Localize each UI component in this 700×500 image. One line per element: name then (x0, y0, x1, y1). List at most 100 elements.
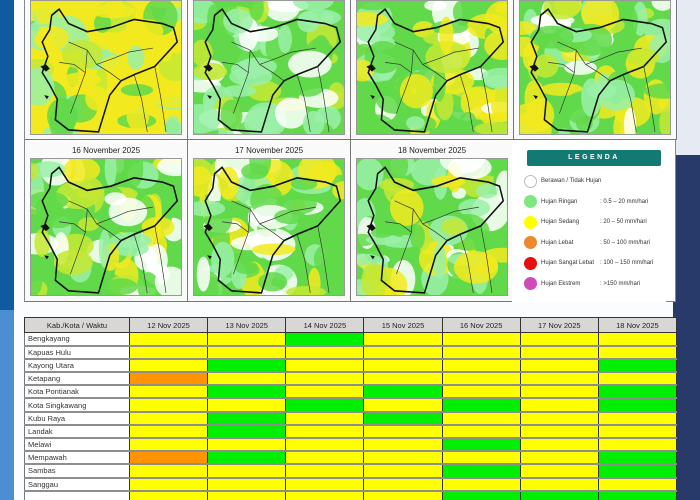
forecast-cell (519, 464, 599, 479)
column-header-date: 17 Nov 2025 (519, 317, 599, 333)
forecast-cell (519, 477, 599, 492)
rainfall-map-top-2 (188, 0, 351, 140)
map-date-label: 17 November 2025 (234, 146, 304, 155)
forecast-cell (128, 490, 209, 500)
circle-orange-icon (524, 236, 537, 249)
legend-range: : 100 – 150 mm/hari (600, 260, 654, 266)
forecast-cell (597, 424, 678, 440)
table-row: Bengkayang (24, 332, 678, 347)
rainfall-map-image (519, 0, 671, 135)
region-name: Kubu Raya (24, 411, 130, 426)
forecast-cell (207, 358, 287, 374)
column-header-date: 15 Nov 2025 (363, 317, 443, 333)
forecast-cell (128, 372, 209, 387)
forecast-cell (363, 345, 443, 360)
forecast-cell (285, 385, 365, 400)
forecast-cell (207, 477, 287, 492)
forecast-cell (207, 490, 287, 500)
forecast-cell (285, 345, 365, 360)
column-header-date: 16 Nov 2025 (441, 317, 521, 333)
forecast-cell (441, 345, 521, 360)
legend-label: Hujan Sedang (541, 219, 580, 225)
table-row: Kayong Utara (24, 358, 678, 374)
forecast-cell (441, 490, 521, 500)
circle-white-icon (524, 174, 537, 188)
forecast-cell (128, 438, 209, 453)
forecast-cell (363, 411, 443, 426)
region-name: Melawi (24, 438, 130, 453)
table-row: Sanggau (24, 477, 678, 492)
forecast-cell (285, 332, 365, 347)
forecast-cell (597, 411, 678, 426)
forecast-cell (207, 385, 287, 400)
legend-label: Hujan Lebat (541, 239, 574, 246)
rainfall-map-image (30, 158, 182, 296)
forecast-cell (519, 345, 599, 360)
table-row: Kota Singkawang (24, 398, 678, 413)
forecast-cell (128, 332, 209, 347)
forecast-cell (597, 332, 678, 347)
column-header-date: 13 Nov 2025 (207, 317, 287, 333)
forecast-cell (519, 411, 599, 426)
rainfall-map-top-3 (351, 0, 514, 140)
legend-item: Hujan Ekstrem: >150 mm/hari (524, 277, 674, 291)
forecast-cell (597, 358, 678, 374)
forecast-cell (285, 464, 365, 479)
forecast-cell (441, 358, 521, 374)
column-header-region: Kab./Kota / Waktu (24, 317, 130, 333)
table-row (24, 490, 678, 500)
forecast-cell (207, 424, 287, 440)
forecast-cell (597, 490, 678, 500)
rainfall-forecast-table: Kab./Kota / Waktu 12 Nov 2025 13 Nov 2025… (24, 317, 678, 500)
forecast-cell (285, 372, 365, 387)
forecast-cell (207, 332, 287, 347)
circle-yellow-icon (524, 215, 537, 229)
forecast-cell (285, 490, 365, 500)
legend-range: : 20 – 50 mm/hari (600, 219, 647, 225)
rainfall-map-bottom-2: 17 November 2025 (188, 140, 351, 302)
forecast-cell (441, 332, 521, 347)
forecast-cell (363, 451, 443, 466)
rainfall-map-image (356, 158, 508, 296)
forecast-cell (441, 411, 521, 426)
circle-red-icon (524, 256, 537, 270)
region-name: Ketapang (24, 372, 130, 387)
rainfall-map-bottom-1: 16 November 2025 (25, 140, 188, 302)
forecast-cell (519, 438, 599, 453)
forecast-cell (128, 358, 209, 374)
legend-label: Hujan Ekstrem (541, 280, 581, 287)
rainfall-map-image (193, 0, 345, 135)
forecast-cell (519, 424, 599, 440)
rainfall-map-image (193, 158, 345, 296)
forecast-cell (207, 411, 287, 426)
table-row: Melawi (24, 438, 678, 453)
region-name: Mempawah (24, 451, 130, 466)
forecast-cell (597, 385, 678, 400)
circle-light-green-icon (524, 195, 537, 208)
column-header-date: 14 Nov 2025 (285, 317, 365, 333)
forecast-cell (128, 424, 209, 440)
table-row: Sambas (24, 464, 678, 479)
forecast-cell (597, 438, 678, 453)
legend-item: Hujan Lebat: 50 – 100 mm/hari (524, 236, 674, 250)
table-row: Landak (24, 424, 678, 440)
forecast-cell (597, 477, 678, 492)
map-date-label: 16 November 2025 (71, 146, 141, 155)
table-row: Ketapang (24, 372, 678, 387)
forecast-cell (207, 372, 287, 387)
forecast-cell (441, 372, 521, 387)
rainfall-map-top-1 (25, 0, 188, 140)
forecast-cell (519, 332, 599, 347)
forecast-cell (128, 385, 209, 400)
legend-label: Berawan / Tidak Hujan (541, 178, 602, 184)
table-row: Kapuas Hulu (24, 345, 678, 360)
table-header-row: Kab./Kota / Waktu 12 Nov 2025 13 Nov 2025… (24, 317, 678, 333)
forecast-cell (441, 477, 521, 492)
forecast-cell (363, 372, 443, 387)
table-row: Kubu Raya (24, 411, 678, 426)
rainfall-map-bottom-3: 18 November 2025 (351, 140, 514, 302)
forecast-cell (285, 438, 365, 453)
circle-magenta-icon (524, 277, 537, 290)
column-header-date: 12 Nov 2025 (128, 317, 209, 333)
region-name: Landak (24, 424, 130, 440)
